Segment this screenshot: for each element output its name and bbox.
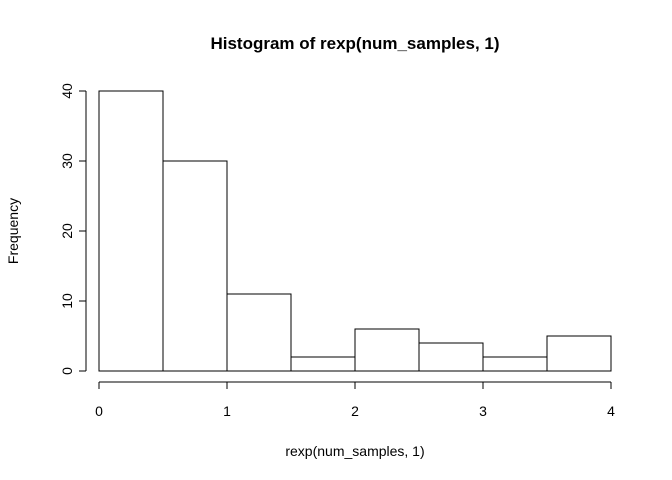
histogram-bar xyxy=(98,90,164,372)
x-tick-label: 2 xyxy=(351,403,359,419)
y-tick-label: 20 xyxy=(59,223,75,239)
x-tick-label: 0 xyxy=(95,403,103,419)
histogram-bar xyxy=(546,335,612,372)
histogram-bar xyxy=(418,342,484,372)
y-axis: 0 10 20 30 40 xyxy=(59,83,87,375)
y-axis-label: Frequency xyxy=(5,198,21,264)
x-axis: 0 1 2 3 4 xyxy=(95,381,615,419)
y-tick-label: 0 xyxy=(59,367,75,375)
y-tick-label: 30 xyxy=(59,153,75,169)
histogram-bar xyxy=(162,160,228,372)
histogram-bar xyxy=(482,356,548,372)
y-tick-label: 10 xyxy=(59,293,75,309)
histogram-bar xyxy=(354,328,420,372)
x-tick-label: 3 xyxy=(479,403,487,419)
x-axis-label: rexp(num_samples, 1) xyxy=(285,443,424,459)
bars-group xyxy=(98,90,612,372)
x-tick-label: 4 xyxy=(607,403,615,419)
histogram-bar xyxy=(226,293,292,372)
y-tick-label: 40 xyxy=(59,83,75,99)
x-tick-label: 1 xyxy=(223,403,231,419)
histogram-bar xyxy=(290,356,356,372)
chart-title: Histogram of rexp(num_samples, 1) xyxy=(210,34,499,53)
